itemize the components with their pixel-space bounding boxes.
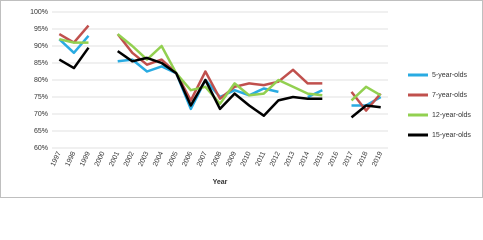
legend-label: 7-year-olds (432, 92, 468, 99)
y-tick-label: 75% (34, 94, 48, 101)
legend-label: 5-year-olds (432, 72, 468, 79)
y-tick-label: 65% (34, 128, 48, 135)
chart: Year 60%65%70%75%80%85%90%95%100%1997 199… (0, 0, 483, 198)
legend-label: 15-year-olds (432, 132, 471, 139)
y-tick-label: 80% (34, 77, 48, 84)
y-tick-label: 85% (34, 60, 48, 67)
y-tick-label: 70% (34, 111, 48, 118)
y-tick-label: 90% (34, 43, 48, 50)
y-tick-label: 95% (34, 26, 48, 33)
series-line (58, 46, 381, 119)
series-line (59, 33, 382, 106)
legend-label: 12-year-olds (432, 112, 471, 119)
x-axis-title: Year (213, 179, 228, 186)
y-tick-label: 100% (30, 9, 48, 16)
y-tick-label: 60% (34, 145, 48, 152)
